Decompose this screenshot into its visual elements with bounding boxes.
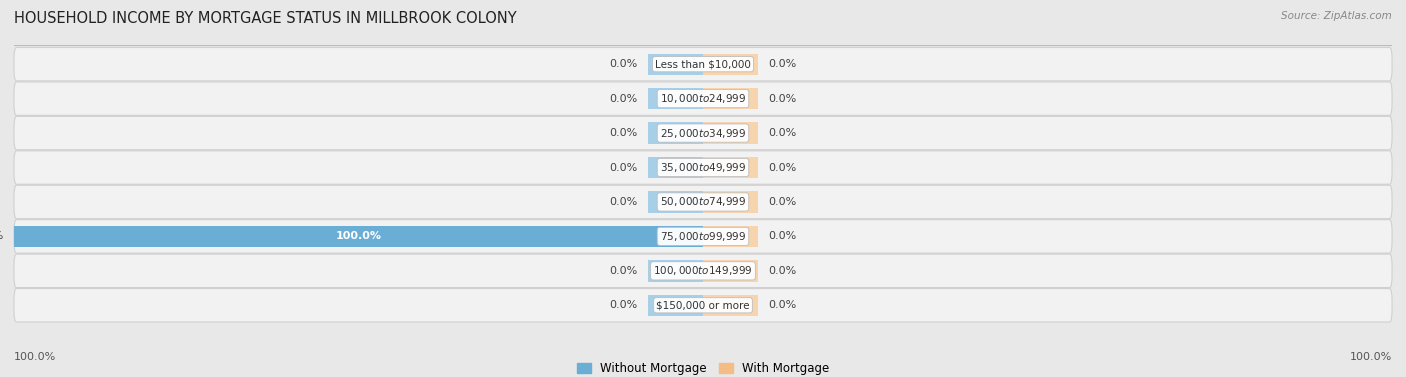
Text: 0.0%: 0.0% [609, 300, 637, 310]
Bar [703, 294, 758, 316]
Bar [648, 191, 703, 213]
Bar [648, 294, 703, 316]
Text: 0.0%: 0.0% [769, 128, 797, 138]
Legend: Without Mortgage, With Mortgage: Without Mortgage, With Mortgage [572, 357, 834, 377]
Text: 0.0%: 0.0% [769, 231, 797, 241]
FancyBboxPatch shape [14, 82, 1392, 115]
FancyBboxPatch shape [14, 151, 1392, 184]
Text: 0.0%: 0.0% [609, 59, 637, 69]
Text: $35,000 to $49,999: $35,000 to $49,999 [659, 161, 747, 174]
Text: 100.0%: 100.0% [336, 231, 381, 241]
Bar [703, 88, 758, 109]
Bar [648, 54, 703, 75]
Text: $25,000 to $34,999: $25,000 to $34,999 [659, 127, 747, 139]
FancyBboxPatch shape [14, 220, 1392, 253]
Bar [703, 54, 758, 75]
FancyBboxPatch shape [14, 48, 1392, 81]
Bar [14, 226, 703, 247]
Text: 0.0%: 0.0% [609, 162, 637, 173]
Text: HOUSEHOLD INCOME BY MORTGAGE STATUS IN MILLBROOK COLONY: HOUSEHOLD INCOME BY MORTGAGE STATUS IN M… [14, 11, 516, 26]
Text: $10,000 to $24,999: $10,000 to $24,999 [659, 92, 747, 105]
Bar [703, 157, 758, 178]
Text: 0.0%: 0.0% [769, 59, 797, 69]
Text: 0.0%: 0.0% [769, 93, 797, 104]
Text: Source: ZipAtlas.com: Source: ZipAtlas.com [1281, 11, 1392, 21]
FancyBboxPatch shape [14, 116, 1392, 150]
Text: 0.0%: 0.0% [769, 266, 797, 276]
Bar [703, 191, 758, 213]
Text: 0.0%: 0.0% [609, 266, 637, 276]
Bar [648, 260, 703, 282]
Text: 100.0%: 100.0% [14, 352, 56, 362]
Text: $150,000 or more: $150,000 or more [657, 300, 749, 310]
Text: 0.0%: 0.0% [609, 197, 637, 207]
Text: 0.0%: 0.0% [769, 162, 797, 173]
Bar [648, 88, 703, 109]
Text: $50,000 to $74,999: $50,000 to $74,999 [659, 195, 747, 208]
Text: 0.0%: 0.0% [769, 300, 797, 310]
FancyBboxPatch shape [14, 254, 1392, 288]
FancyBboxPatch shape [14, 185, 1392, 219]
Bar [648, 123, 703, 144]
Text: 0.0%: 0.0% [609, 93, 637, 104]
Text: 100.0%: 100.0% [0, 231, 4, 241]
Bar [703, 123, 758, 144]
Text: Less than $10,000: Less than $10,000 [655, 59, 751, 69]
Bar [703, 226, 758, 247]
Text: 100.0%: 100.0% [1350, 352, 1392, 362]
Text: 0.0%: 0.0% [609, 128, 637, 138]
Text: $100,000 to $149,999: $100,000 to $149,999 [654, 264, 752, 277]
Bar [648, 157, 703, 178]
Bar [703, 260, 758, 282]
FancyBboxPatch shape [14, 288, 1392, 322]
Text: 0.0%: 0.0% [769, 197, 797, 207]
Text: $75,000 to $99,999: $75,000 to $99,999 [659, 230, 747, 243]
